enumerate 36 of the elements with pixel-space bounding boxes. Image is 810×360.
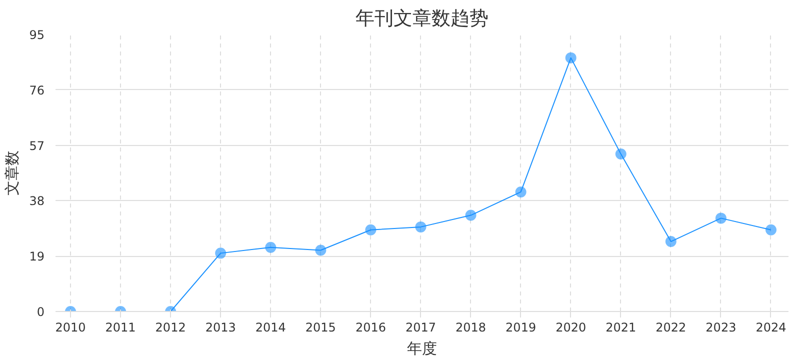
x-tick-label: 2024 <box>756 320 786 334</box>
y-axis-title: 文章数 <box>3 150 22 196</box>
x-tick-label: 2018 <box>456 320 486 334</box>
x-tick-label: 2013 <box>205 320 236 334</box>
point <box>615 148 626 160</box>
x-tick-label: 2012 <box>155 320 186 334</box>
point <box>315 244 326 256</box>
x-tick-label: 2016 <box>355 320 386 334</box>
x-tick-label: 2017 <box>405 320 436 334</box>
x-tick-label: 2014 <box>255 320 286 334</box>
point <box>215 248 226 259</box>
point <box>515 186 526 198</box>
point <box>465 210 476 221</box>
point <box>265 242 276 253</box>
x-tick-label: 2023 <box>706 320 736 334</box>
x-tick-label: 2021 <box>606 320 636 334</box>
y-tick-label: 95 <box>29 28 45 42</box>
point <box>415 221 426 232</box>
y-tick-label: 19 <box>29 250 45 264</box>
x-axis-title: 年度 <box>407 340 437 358</box>
y-tick-label: 76 <box>29 83 45 98</box>
y-tick-label: 0 <box>36 305 45 319</box>
x-tick-label: 2020 <box>556 320 586 334</box>
x-tick-label: 2019 <box>506 320 536 334</box>
x-tick-label: 2011 <box>105 320 136 334</box>
point <box>565 52 576 64</box>
y-tick-label: 57 <box>29 138 45 153</box>
point <box>665 236 676 248</box>
point <box>365 224 376 236</box>
point <box>765 224 776 236</box>
x-tick-label: 2010 <box>55 320 86 334</box>
point <box>715 212 726 224</box>
x-tick-label: 2022 <box>656 320 686 334</box>
chart-title: 年刊文章数趋势 <box>356 8 488 30</box>
y-tick-label: 38 <box>29 194 45 208</box>
x-tick-label: 2015 <box>305 320 336 334</box>
